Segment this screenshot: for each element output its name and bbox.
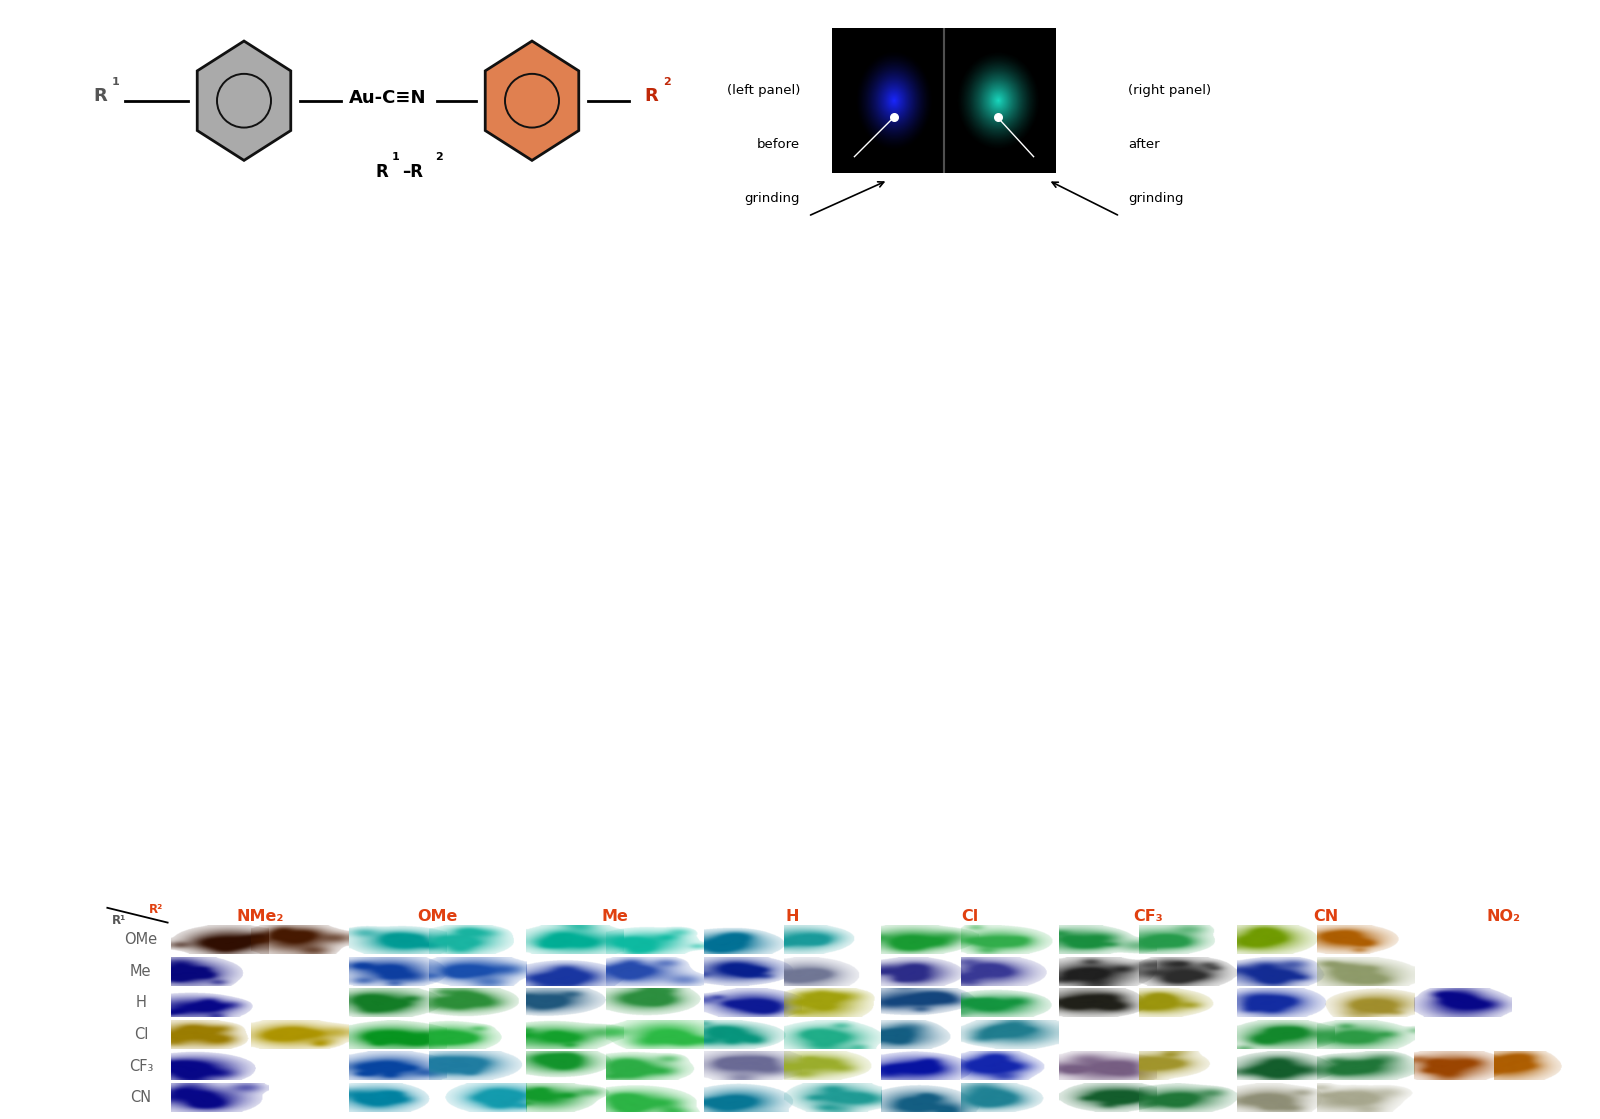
Polygon shape bbox=[485, 41, 579, 160]
Text: 1: 1 bbox=[112, 76, 120, 86]
Text: Cl: Cl bbox=[134, 1027, 149, 1042]
Text: Cl: Cl bbox=[962, 909, 979, 923]
Point bbox=[986, 109, 1011, 126]
Text: after: after bbox=[1128, 138, 1160, 151]
Text: R: R bbox=[643, 87, 658, 105]
Text: Au-C≡N: Au-C≡N bbox=[349, 88, 427, 106]
Text: (right panel): (right panel) bbox=[1128, 84, 1211, 96]
Text: grinding: grinding bbox=[1128, 191, 1184, 205]
Text: R: R bbox=[376, 163, 387, 181]
Text: NMe₂: NMe₂ bbox=[237, 909, 283, 923]
Text: NO₂: NO₂ bbox=[1486, 909, 1520, 923]
Text: CF₃: CF₃ bbox=[1133, 909, 1163, 923]
Text: OMe: OMe bbox=[418, 909, 458, 923]
Text: CN: CN bbox=[130, 1090, 152, 1106]
Text: Me: Me bbox=[130, 963, 152, 979]
Text: CN: CN bbox=[1314, 909, 1338, 923]
Text: OMe: OMe bbox=[125, 932, 157, 948]
Text: before: before bbox=[757, 138, 800, 151]
Text: Me: Me bbox=[602, 909, 629, 923]
Text: 2: 2 bbox=[435, 152, 443, 162]
Text: CF₃: CF₃ bbox=[128, 1059, 154, 1073]
Text: H: H bbox=[786, 909, 800, 923]
Text: R¹: R¹ bbox=[112, 913, 126, 927]
Text: R: R bbox=[93, 87, 107, 105]
Text: –R: –R bbox=[403, 163, 424, 181]
Text: grinding: grinding bbox=[744, 191, 800, 205]
Point bbox=[880, 109, 906, 126]
Text: 2: 2 bbox=[662, 76, 670, 86]
Text: R²: R² bbox=[149, 903, 163, 916]
Text: 1: 1 bbox=[392, 152, 400, 162]
Polygon shape bbox=[197, 41, 291, 160]
Text: (left panel): (left panel) bbox=[726, 84, 800, 96]
Text: H: H bbox=[136, 996, 146, 1010]
